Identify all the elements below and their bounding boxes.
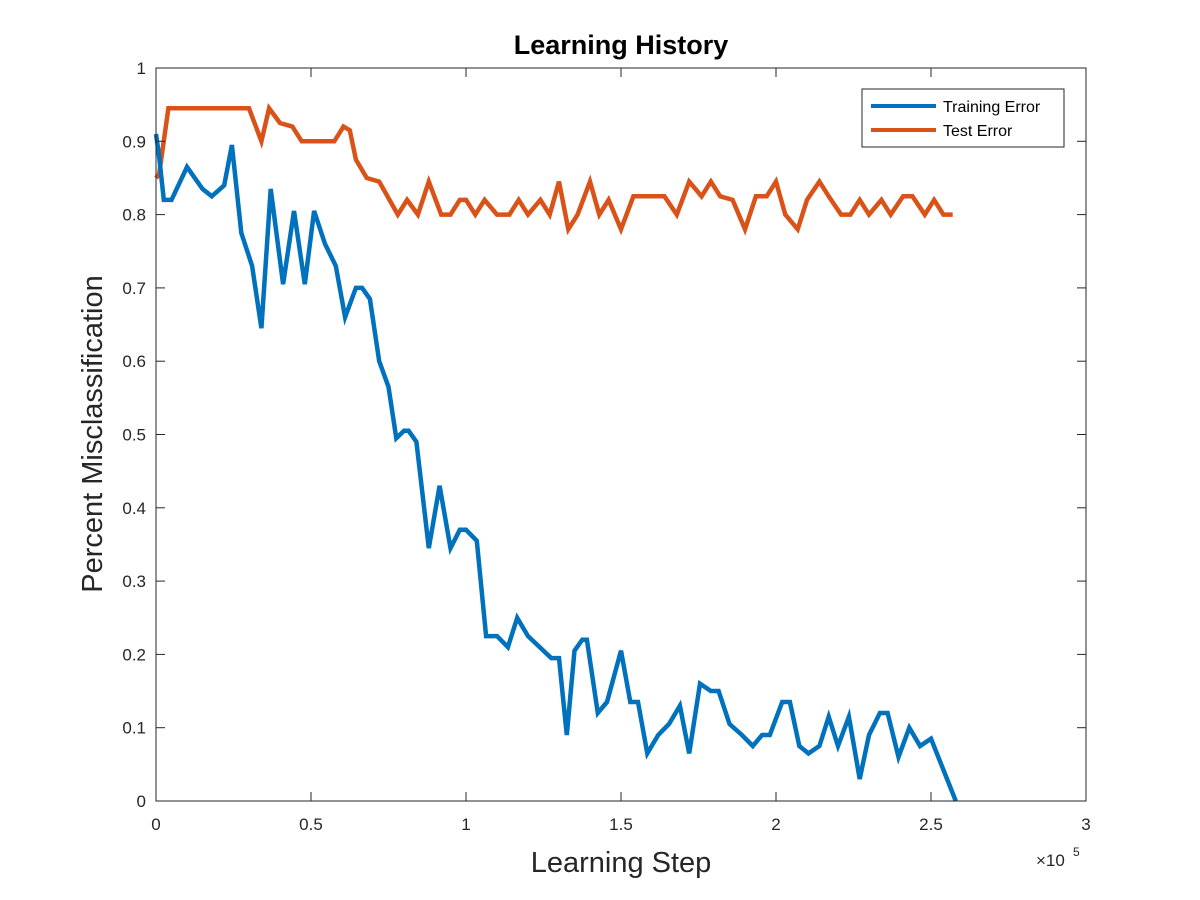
x-tick-label: 2 xyxy=(771,815,780,834)
chart-title: Learning History xyxy=(514,30,729,60)
y-tick-label: 0.8 xyxy=(122,206,146,225)
x-tick-label: 1 xyxy=(461,815,470,834)
series-line-training-error xyxy=(153,133,958,802)
plot-area xyxy=(156,68,1086,801)
x-axis-label: Learning Step xyxy=(531,847,712,879)
y-tick-label: 0.1 xyxy=(122,719,146,738)
y-tick-label: 0.9 xyxy=(122,132,146,151)
x-tick-label: 3 xyxy=(1081,815,1090,834)
y-tick-label: 0.7 xyxy=(122,279,146,298)
y-ticks: 0 0.1 0.2 0.3 0.4 0.5 0.6 0.7 0.8 0.9 1 xyxy=(122,59,1086,811)
x-exponent: ×10 5 xyxy=(1036,845,1080,870)
y-axis-label: Percent Misclassification xyxy=(77,275,109,593)
series-line-test-error xyxy=(154,103,953,236)
legend-label-training-error: Training Error xyxy=(943,99,1041,116)
x-tick-label: 0.5 xyxy=(299,815,323,834)
y-tick-label: 0.2 xyxy=(122,645,146,664)
y-tick-label: 1 xyxy=(137,59,146,78)
y-tick-label: 0.3 xyxy=(122,572,146,591)
x-exponent-base: ×10 xyxy=(1036,851,1065,870)
x-ticks: 0 0.5 1 1.5 2 2.5 3 xyxy=(151,68,1091,834)
x-exponent-power: 5 xyxy=(1073,845,1080,859)
y-tick-label: 0 xyxy=(137,792,146,811)
x-tick-label: 0 xyxy=(151,815,160,834)
x-tick-label: 2.5 xyxy=(919,815,943,834)
series-layer xyxy=(153,103,958,802)
y-tick-label: 0.6 xyxy=(122,352,146,371)
legend: Training Error Test Error xyxy=(861,88,1065,148)
legend-label-test-error: Test Error xyxy=(943,123,1013,140)
y-tick-label: 0.5 xyxy=(122,426,146,445)
x-tick-label: 1.5 xyxy=(609,815,633,834)
y-tick-label: 0.4 xyxy=(122,499,146,518)
legend-box xyxy=(861,88,1065,148)
